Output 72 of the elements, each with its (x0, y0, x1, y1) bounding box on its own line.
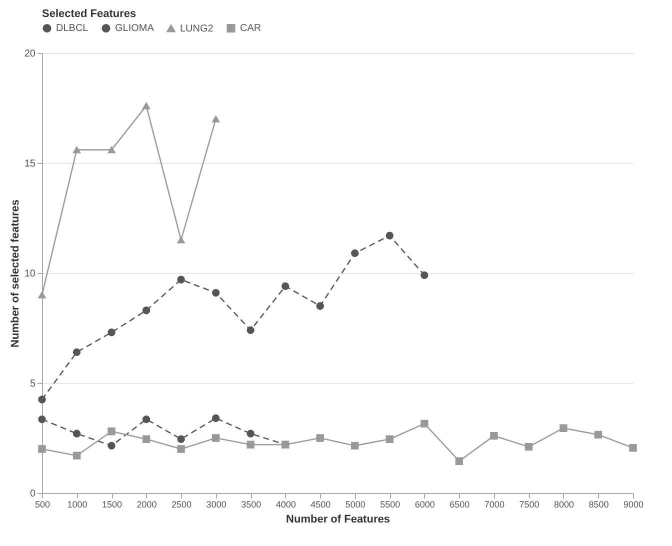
point (629, 444, 637, 452)
point (142, 102, 150, 110)
point (386, 232, 394, 240)
point (72, 430, 81, 438)
point (420, 271, 428, 280)
point (108, 146, 116, 154)
legend-label: LUNG2 (180, 23, 214, 34)
y-tick-label: 5 (30, 378, 36, 390)
point (177, 276, 185, 284)
x-tick-label: 7500 (519, 500, 540, 510)
legend-label: GLIOMA (115, 23, 154, 34)
chart-title: Selected Features (42, 8, 136, 20)
x-tick-label: 9000 (623, 500, 644, 510)
point (212, 288, 220, 297)
point (420, 420, 428, 428)
point (177, 435, 185, 443)
x-tick-label: 8000 (554, 500, 574, 510)
x-tick-label: 3500 (241, 500, 262, 510)
x-tick-label: 1000 (67, 500, 88, 510)
legend-label: DLBCL (56, 23, 89, 34)
point (142, 435, 150, 443)
point (38, 415, 46, 424)
x-tick-label: 2000 (136, 500, 157, 510)
x-axis-title: Number of Features (286, 514, 390, 526)
point (386, 435, 394, 443)
point (177, 236, 185, 244)
point (38, 292, 46, 298)
point (282, 282, 290, 290)
point (38, 396, 46, 404)
point (72, 146, 81, 154)
x-tick-label: 8500 (588, 500, 609, 510)
point (246, 430, 254, 438)
y-tick-label: 0 (30, 488, 36, 500)
y-tick-label: 10 (24, 268, 36, 280)
point (316, 434, 324, 442)
point (38, 445, 46, 453)
point (351, 442, 359, 450)
x-tick-label: 6500 (450, 500, 470, 510)
point (142, 415, 150, 424)
x-tick-label: 7000 (484, 500, 504, 510)
x-tick-label: 6000 (414, 500, 435, 510)
point (142, 306, 150, 314)
y-tick-label: 20 (24, 48, 36, 60)
point (524, 442, 533, 451)
point (212, 414, 220, 422)
point (490, 432, 498, 440)
x-tick-label: 5500 (380, 500, 400, 510)
point (108, 328, 116, 336)
point (594, 430, 602, 439)
y-axis-title: Number of selected features (9, 200, 22, 348)
x-tick-label: 500 (34, 500, 50, 510)
point (108, 442, 116, 450)
x-tick-label: 3000 (206, 500, 226, 510)
point (246, 326, 254, 334)
point (560, 424, 568, 432)
x-tick-label: 2500 (172, 500, 192, 510)
point (246, 440, 254, 448)
legend-label: CAR (240, 23, 262, 34)
x-tick-label: 4000 (276, 500, 296, 510)
point (316, 302, 324, 310)
point (212, 434, 220, 442)
x-tick-label: 5000 (345, 500, 366, 510)
point (212, 116, 220, 122)
x-tick-label: 1500 (102, 500, 122, 510)
point (72, 452, 81, 460)
point (72, 348, 81, 356)
y-tick-label: 15 (24, 158, 36, 170)
point (455, 457, 464, 465)
x-tick-label: 4500 (310, 500, 331, 510)
point (108, 428, 116, 436)
point (177, 445, 185, 453)
point (351, 249, 359, 258)
